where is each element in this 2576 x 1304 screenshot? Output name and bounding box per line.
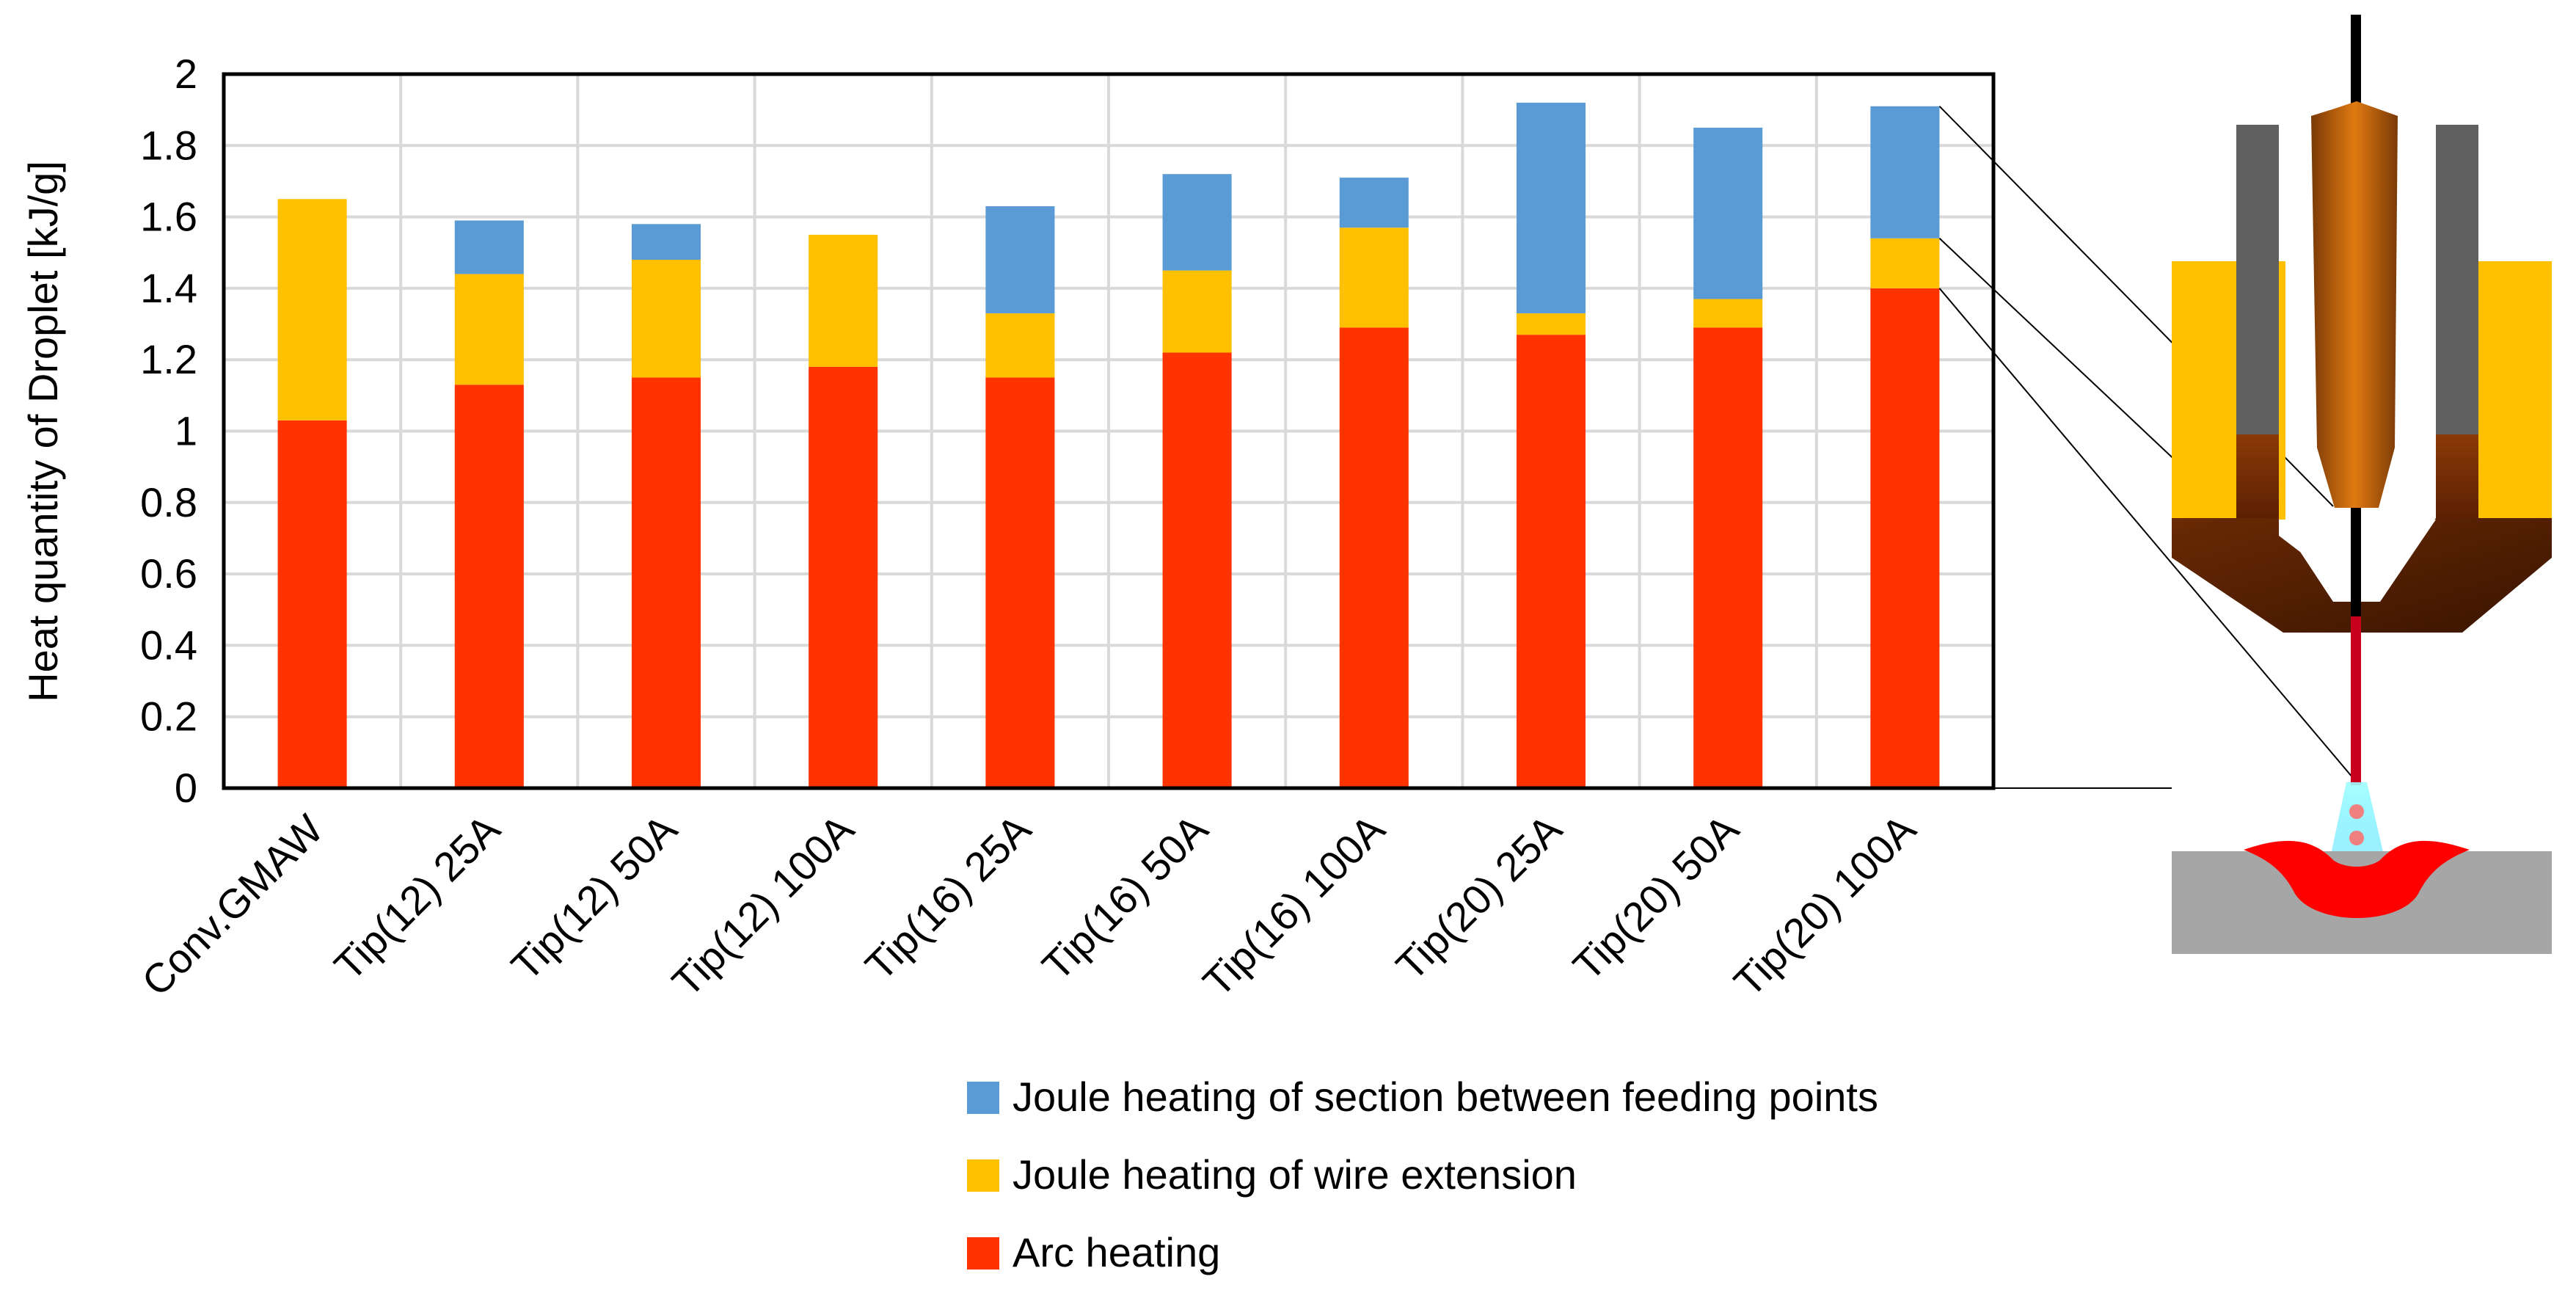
y-tick-label: 0 bbox=[175, 765, 197, 811]
bar-segment bbox=[277, 420, 347, 788]
droplet-1 bbox=[2349, 804, 2364, 819]
grey-rod-right bbox=[2436, 125, 2478, 440]
legend-swatch-wire-extension bbox=[967, 1159, 999, 1192]
bars bbox=[277, 102, 1940, 789]
bar-segment bbox=[1162, 270, 1232, 353]
legend-swatch-arc-heating bbox=[967, 1237, 999, 1270]
bar-segment bbox=[1162, 174, 1232, 271]
legend-label-feeding-section: Joule heating of section between feeding… bbox=[1012, 1074, 1878, 1120]
leader-line bbox=[1938, 288, 2357, 783]
bar-segment bbox=[809, 234, 878, 367]
bar-segment bbox=[631, 377, 701, 788]
y-tick-label: 1.4 bbox=[140, 265, 197, 311]
arc-plasma bbox=[2329, 782, 2386, 864]
y-tick-label: 0.8 bbox=[140, 479, 197, 525]
y-tick-label: 2 bbox=[175, 51, 197, 97]
y-tick-label: 1.8 bbox=[140, 122, 197, 168]
bar-segment bbox=[454, 274, 524, 385]
bar-segment bbox=[631, 224, 701, 260]
bar-segment bbox=[454, 385, 524, 788]
contact-tip bbox=[2311, 101, 2398, 508]
bar-segment bbox=[1870, 288, 1940, 788]
plot-border bbox=[222, 72, 1996, 790]
y-tick-label: 0.2 bbox=[140, 693, 197, 740]
bar-segment bbox=[1516, 335, 1586, 788]
y-tick-label: 0.6 bbox=[140, 550, 197, 597]
bar-segment bbox=[1870, 238, 1940, 288]
grey-rod-left bbox=[2236, 125, 2279, 440]
feeder-right bbox=[2436, 434, 2478, 522]
bar-segment bbox=[809, 366, 878, 788]
droplet-2 bbox=[2349, 831, 2364, 845]
bar-segment bbox=[1339, 178, 1409, 228]
y-tick-label: 1.6 bbox=[140, 194, 197, 240]
bar-segment bbox=[454, 220, 524, 274]
bar-segment bbox=[1693, 327, 1763, 788]
bar-segment bbox=[985, 313, 1055, 378]
y-tick-labels: 0 0.2 0.4 0.6 0.8 1 1.2 1.4 1.6 1.8 2 bbox=[140, 51, 197, 811]
bar-segment bbox=[631, 259, 701, 378]
feeder-left bbox=[2236, 434, 2279, 522]
bar-segment bbox=[1339, 227, 1409, 328]
bar-segment bbox=[1693, 127, 1763, 299]
y-tick-label: 1 bbox=[175, 408, 197, 454]
bar-segment bbox=[985, 206, 1055, 313]
y-tick-label: 0.4 bbox=[140, 622, 197, 668]
axes bbox=[222, 72, 1996, 790]
bar-segment bbox=[277, 199, 347, 420]
legend-label-arc-heating: Arc heating bbox=[1012, 1229, 1221, 1275]
y-axis-label: Heat quantity of Droplet [kJ/g] bbox=[20, 161, 66, 702]
bar-segment bbox=[1516, 313, 1586, 335]
bar-segment bbox=[985, 377, 1055, 788]
bar-segment bbox=[1870, 106, 1940, 238]
nozzle-body bbox=[2172, 518, 2552, 633]
legend-swatch-feeding-section bbox=[967, 1082, 999, 1114]
bar-segment bbox=[1516, 102, 1586, 313]
legend-label-wire-extension: Joule heating of wire extension bbox=[1012, 1151, 1577, 1198]
weld-pool bbox=[2244, 840, 2470, 918]
bar-segment bbox=[1162, 352, 1232, 789]
bar-segment bbox=[1693, 299, 1763, 328]
y-tick-label: 1.2 bbox=[140, 336, 197, 382]
wire-heated bbox=[2351, 616, 2361, 785]
bar-segment bbox=[1339, 327, 1409, 788]
